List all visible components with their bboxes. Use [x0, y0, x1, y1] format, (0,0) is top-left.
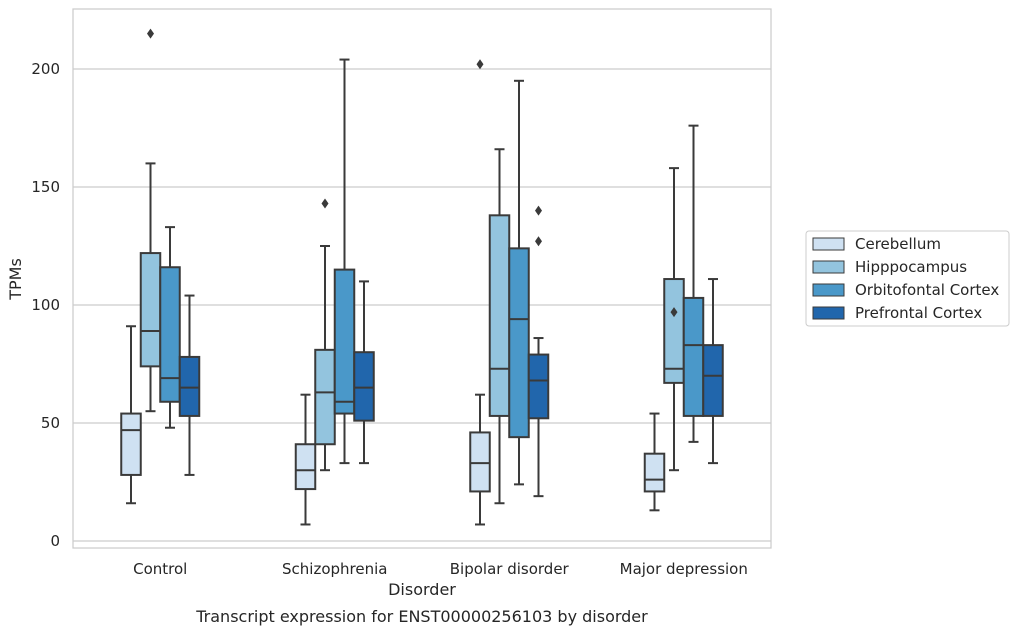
iqr-box — [702, 344, 724, 417]
x-tick-label: Schizophrenia — [282, 560, 387, 578]
box-plot — [159, 226, 181, 429]
legend: Cerebellum Hipppocampus Orbitofontal Corte… — [805, 230, 1010, 327]
legend-swatch — [812, 237, 845, 251]
legend-label: Prefrontal Cortex — [855, 304, 982, 322]
box-plot — [469, 59, 491, 526]
iqr-box — [120, 412, 142, 476]
box-plot — [353, 280, 375, 465]
iqr-box — [508, 247, 530, 439]
legend-swatch — [812, 260, 845, 274]
legend-label: Cerebellum — [855, 235, 941, 253]
box-plot — [120, 325, 142, 505]
y-tick-label: 100 — [31, 296, 60, 314]
iqr-box — [488, 214, 511, 417]
x-tick-label: Major depression — [620, 560, 748, 578]
y-axis-label: TPMs — [6, 258, 25, 301]
legend-swatch — [812, 306, 845, 320]
box-plot — [527, 205, 550, 498]
iqr-box — [333, 268, 356, 415]
series-orbitofontal-cortex — [159, 58, 705, 486]
iqr-box — [353, 351, 375, 422]
iqr-box — [178, 355, 201, 417]
outlier-point — [670, 307, 678, 318]
iqr-box — [527, 353, 550, 420]
box-plot — [663, 167, 685, 472]
legend-items: Cerebellum Hipppocampus Orbitofontal Corte… — [812, 235, 999, 322]
series-hipppocampus — [139, 28, 685, 505]
iqr-box — [139, 252, 162, 368]
iqr-box — [314, 348, 336, 446]
iqr-box — [643, 452, 666, 493]
outlier-point — [535, 236, 542, 247]
iqr-box — [682, 296, 705, 417]
outlier-point — [535, 205, 542, 216]
box-plot-series — [120, 28, 724, 526]
box-plot — [488, 148, 511, 505]
legend-frame — [805, 230, 1010, 327]
iqr-box — [663, 278, 685, 384]
legend-swatch — [812, 283, 845, 297]
y-tick-label: 150 — [31, 178, 60, 196]
series-prefrontal-cortex — [178, 205, 724, 498]
series-cerebellum — [120, 59, 666, 526]
box-plot — [643, 412, 666, 512]
y-tick-label: 200 — [31, 60, 60, 78]
chart-caption: Transcript expression for ENST0000025610… — [195, 607, 648, 626]
box-plot — [702, 278, 724, 465]
iqr-box — [294, 443, 317, 491]
x-axis-ticks: Control Schizophrenia Bipolar disorder Majo… — [133, 560, 748, 578]
x-axis-label: Disorder — [388, 580, 456, 599]
outlier-point — [147, 28, 154, 39]
y-axis-ticks: 0 50 100 150 200 — [31, 60, 60, 550]
plot-frame — [72, 8, 772, 549]
box-plot — [333, 58, 356, 465]
y-tick-label: 0 — [50, 532, 60, 550]
outlier-point — [476, 59, 484, 70]
legend-label: Orbitofontal Cortex — [855, 281, 999, 299]
x-tick-label: Control — [133, 560, 187, 578]
box-plot — [508, 79, 530, 486]
outlier-point — [321, 198, 329, 209]
iqr-box — [469, 431, 491, 493]
iqr-box — [159, 266, 181, 403]
box-plot — [178, 294, 201, 476]
box-plot — [294, 393, 317, 526]
legend-label: Hipppocampus — [855, 258, 967, 276]
x-tick-label: Bipolar disorder — [450, 560, 570, 578]
y-tick-label: 50 — [41, 414, 60, 432]
